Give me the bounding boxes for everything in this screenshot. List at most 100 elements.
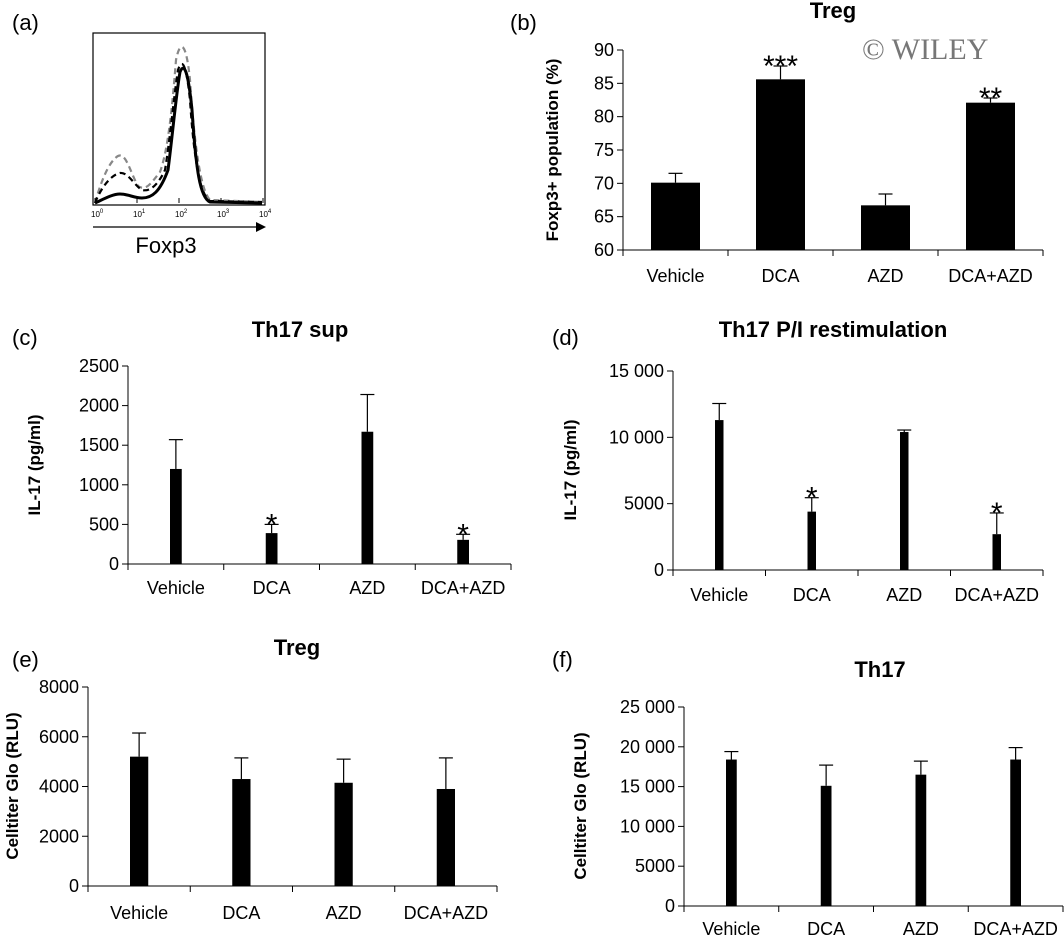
category-label: DCA+AZD xyxy=(973,919,1058,938)
flow-tick-base: 10 xyxy=(259,210,268,219)
panel-label: (d) xyxy=(552,325,579,350)
category-label: AZD xyxy=(886,585,922,605)
flow-tick-label: 102 xyxy=(175,209,188,219)
category-label: AZD xyxy=(349,578,385,598)
bar xyxy=(756,79,805,250)
y-tick-label: 65 xyxy=(594,207,614,227)
category-label: DCA+AZD xyxy=(404,903,489,923)
y-tick-label: 0 xyxy=(69,876,79,896)
bar-chart-e: (e) Treg Celltiter Glo (RLU) 0 2000 4000 6000 8… xyxy=(3,635,498,923)
panel-label: (b) xyxy=(510,10,537,35)
chart-title: Th17 P/I restimulation xyxy=(719,317,948,342)
category-label: Vehicle xyxy=(702,919,760,938)
y-axis-label: IL-17 (pg/ml) xyxy=(25,414,44,515)
flow-tick-base: 10 xyxy=(133,210,142,219)
bar xyxy=(861,205,910,250)
bar xyxy=(651,182,700,250)
bar xyxy=(992,534,1001,570)
flow-tick-exp: 4 xyxy=(268,209,272,215)
bar xyxy=(265,533,278,564)
significance-marker: * xyxy=(457,518,469,551)
flow-tick-base: 10 xyxy=(175,210,184,219)
category-label: DCA xyxy=(807,919,845,938)
y-axis-label: Celltiter Glo (RLU) xyxy=(3,712,22,859)
y-tick-label: 5000 xyxy=(624,494,664,514)
category-label: AZD xyxy=(326,903,362,923)
bar xyxy=(1010,759,1021,906)
y-tick-label: 5000 xyxy=(635,856,675,876)
category-label: Vehicle xyxy=(646,266,704,286)
bar xyxy=(232,779,251,886)
y-tick-label: 75 xyxy=(594,140,614,160)
significance-marker: *** xyxy=(763,50,798,83)
significance-marker: * xyxy=(806,482,818,515)
category-label: Vehicle xyxy=(110,903,168,923)
significance-marker: ** xyxy=(979,82,1003,115)
y-tick-label: 2000 xyxy=(79,396,119,416)
y-tick-label: 0 xyxy=(654,560,664,580)
bar-chart-d: (d) Th17 P/I restimulation IL-17 (pg/ml) 0 5… xyxy=(552,317,1044,605)
category-label: DCA xyxy=(793,585,831,605)
category-label: AZD xyxy=(868,266,904,286)
category-label: DCA xyxy=(222,903,260,923)
bar xyxy=(436,788,455,886)
category-label: Vehicle xyxy=(147,578,205,598)
bar xyxy=(457,539,469,564)
bar xyxy=(361,431,374,564)
flow-curve-black-solid xyxy=(94,66,263,205)
y-tick-label: 25 000 xyxy=(620,697,675,717)
bar-chart-f: (f) Th17 Celltiter Glo (RLU) 0 5000 10 000 15 … xyxy=(552,647,1064,938)
category-label: DCA+AZD xyxy=(421,578,506,598)
y-tick-label: 10 000 xyxy=(609,427,664,447)
y-tick-label: 1500 xyxy=(79,435,119,455)
y-tick-label: 15 000 xyxy=(609,361,664,381)
panel-label: (e) xyxy=(12,647,39,672)
chart-title: Treg xyxy=(810,0,856,23)
chart-title: Treg xyxy=(274,635,320,660)
flow-tick-exp: 3 xyxy=(226,209,230,215)
y-axis-label: IL-17 (pg/ml) xyxy=(561,419,580,520)
bar xyxy=(820,785,832,906)
y-tick-label: 85 xyxy=(594,73,614,93)
flow-xlabel: Foxp3 xyxy=(135,233,196,258)
y-axis-label: Foxp3+ population (%) xyxy=(543,59,562,242)
y-tick-label: 2500 xyxy=(79,356,119,376)
bar-chart-b: (b) Treg Foxp3+ population (%) 60 65 70 75 80 85… xyxy=(510,0,1044,286)
flow-tick-exp: 2 xyxy=(184,209,188,215)
y-tick-label: 500 xyxy=(89,514,119,534)
chart-title: Th17 xyxy=(854,657,905,682)
y-tick-label: 60 xyxy=(594,240,614,260)
y-tick-label: 80 xyxy=(594,107,614,127)
arrow-right-icon xyxy=(256,222,266,232)
y-tick-label: 0 xyxy=(665,896,675,916)
bar xyxy=(334,782,353,886)
flow-curve-gray-dashed xyxy=(93,45,263,204)
y-tick-label: 6000 xyxy=(39,727,79,747)
category-label: DCA+AZD xyxy=(948,266,1033,286)
bar xyxy=(130,756,149,886)
flow-plot-frame xyxy=(92,32,266,206)
significance-marker: * xyxy=(991,497,1003,530)
y-tick-label: 70 xyxy=(594,173,614,193)
bar xyxy=(915,774,927,906)
panel-label-a: (a) xyxy=(12,10,39,35)
panel-label: (f) xyxy=(552,647,573,672)
flow-tick-base: 10 xyxy=(217,210,226,219)
y-tick-label: 2000 xyxy=(39,826,79,846)
bar xyxy=(726,759,737,906)
flow-tick-base: 10 xyxy=(91,210,100,219)
category-label: DCA xyxy=(253,578,291,598)
flow-tick-label: 104 xyxy=(259,209,272,219)
y-tick-label: 90 xyxy=(594,40,614,60)
bar-chart-c: (c) Th17 sup IL-17 (pg/ml) 0 500 1000 1500 2000… xyxy=(12,317,512,598)
y-axis-label: Celltiter Glo (RLU) xyxy=(571,732,590,879)
bar xyxy=(170,468,182,564)
category-label: DCA xyxy=(761,266,799,286)
y-tick-label: 1000 xyxy=(79,475,119,495)
y-tick-label: 0 xyxy=(109,554,119,574)
y-tick-label: 15 000 xyxy=(620,777,675,797)
flow-tick-label: 101 xyxy=(133,209,146,219)
flow-tick-label: 103 xyxy=(217,209,230,219)
y-tick-label: 4000 xyxy=(39,777,79,797)
